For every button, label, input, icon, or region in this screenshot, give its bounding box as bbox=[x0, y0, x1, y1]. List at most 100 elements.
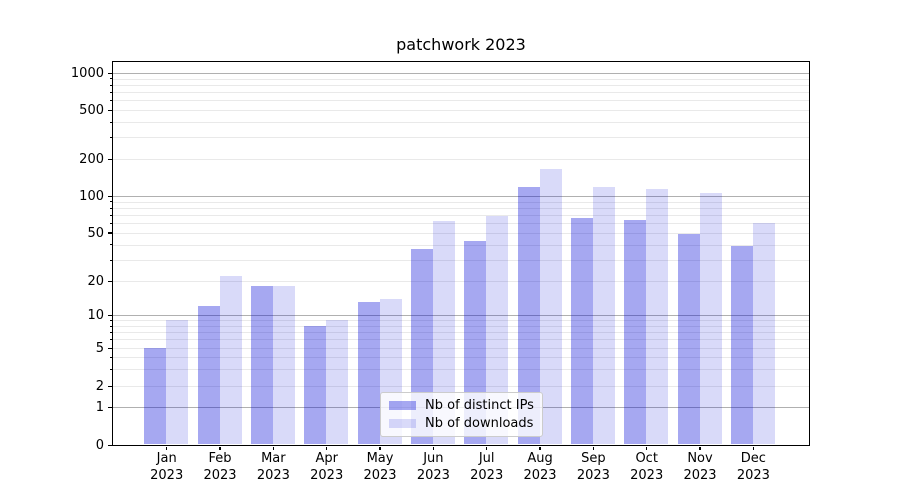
gridline-minor bbox=[113, 207, 809, 209]
bar-apr-downloads bbox=[326, 320, 349, 445]
bar-feb-distinct-ips bbox=[197, 306, 220, 445]
y-tick-label: 20 bbox=[87, 274, 104, 289]
legend-swatch-distinct-ips bbox=[389, 400, 416, 411]
y-tick-label: 5 bbox=[95, 340, 104, 356]
gridline-minor bbox=[113, 223, 809, 225]
chart-title: patchwork 2023 bbox=[396, 35, 526, 54]
legend-swatch-downloads bbox=[389, 418, 416, 429]
bar-apr-distinct-ips bbox=[304, 325, 327, 445]
bar-jan-distinct-ips bbox=[144, 348, 167, 445]
x-tick bbox=[166, 446, 168, 451]
y-tick-label: 1 bbox=[95, 399, 104, 415]
y-tick-label: 200 bbox=[79, 151, 104, 167]
gridline-minor bbox=[113, 369, 809, 371]
y-minor-tick bbox=[109, 91, 112, 93]
gridline-minor bbox=[113, 110, 809, 112]
x-tick bbox=[486, 446, 488, 451]
y-minor-tick bbox=[109, 121, 112, 123]
x-tick-label: Dec 2023 bbox=[721, 451, 785, 484]
x-tick bbox=[539, 446, 541, 451]
gridline-major bbox=[113, 315, 809, 317]
x-tick-label-line: Jul bbox=[478, 451, 495, 466]
x-tick-label-line: 2023 bbox=[630, 467, 664, 483]
bar-mar-distinct-ips bbox=[251, 286, 274, 445]
gridline-minor bbox=[113, 348, 809, 349]
x-tick bbox=[432, 446, 434, 451]
x-tick bbox=[646, 446, 648, 451]
gridline-minor bbox=[113, 201, 809, 203]
legend-label-distinct-ips: Nb of distinct IPs bbox=[425, 397, 534, 413]
y-tick bbox=[108, 406, 112, 408]
x-tick-label-line: 2023 bbox=[256, 467, 290, 483]
x-tick-label: Jun 2023 bbox=[401, 451, 465, 484]
y-tick-label: 1000 bbox=[70, 65, 104, 81]
gridline-minor bbox=[113, 78, 809, 80]
y-minor-tick bbox=[109, 207, 112, 209]
x-tick-label: Oct 2023 bbox=[615, 451, 679, 484]
y-minor-tick bbox=[109, 201, 112, 203]
y-minor-tick bbox=[109, 100, 112, 102]
y-tick-label: 2 bbox=[95, 379, 104, 395]
y-tick bbox=[108, 314, 112, 317]
gridline-minor bbox=[113, 122, 809, 124]
x-tick-label-line: 2023 bbox=[203, 467, 237, 483]
gridline-minor bbox=[113, 100, 809, 102]
legend-item-downloads: Nb of downloads bbox=[389, 415, 542, 431]
y-tick-label: 0 bbox=[95, 438, 104, 453]
y-minor-tick bbox=[109, 325, 112, 327]
x-tick-label-line: 2023 bbox=[736, 467, 770, 483]
x-tick bbox=[752, 446, 754, 451]
bar-jun-downloads bbox=[433, 221, 456, 445]
y-tick-label: 100 bbox=[79, 188, 104, 204]
bar-dec-downloads bbox=[753, 223, 776, 445]
x-tick-label-line: Jun bbox=[423, 451, 444, 466]
gridline-minor bbox=[113, 232, 809, 234]
gridline-minor bbox=[113, 339, 809, 341]
y-minor-tick bbox=[109, 244, 112, 246]
x-tick-label-line: Aug bbox=[527, 451, 553, 466]
gridline-minor bbox=[113, 137, 809, 139]
bar-aug-downloads bbox=[539, 169, 562, 445]
x-tick-label-line: 2023 bbox=[576, 467, 610, 483]
x-tick bbox=[272, 446, 274, 451]
y-minor-tick bbox=[109, 357, 112, 359]
y-minor-tick bbox=[109, 78, 112, 80]
gridline-minor bbox=[113, 159, 809, 160]
x-tick-label: Apr 2023 bbox=[295, 451, 359, 484]
gridline-minor bbox=[113, 325, 809, 327]
y-tick bbox=[108, 444, 112, 447]
y-tick bbox=[108, 232, 112, 234]
x-tick-label: Aug 2023 bbox=[508, 451, 572, 484]
x-tick-label: Sep 2023 bbox=[561, 451, 625, 484]
legend-label-downloads: Nb of downloads bbox=[425, 415, 534, 431]
x-tick bbox=[219, 446, 221, 451]
y-minor-tick bbox=[109, 137, 112, 139]
y-tick-label: 50 bbox=[87, 225, 104, 241]
x-tick-label: May 2023 bbox=[348, 451, 412, 484]
x-tick-label-line: Nov bbox=[687, 451, 713, 466]
y-tick bbox=[108, 280, 112, 283]
y-tick bbox=[108, 347, 112, 349]
x-tick bbox=[379, 446, 381, 451]
y-minor-tick bbox=[109, 319, 112, 321]
legend: Nb of distinct IPs Nb of downloads bbox=[380, 392, 543, 437]
y-minor-tick bbox=[109, 339, 112, 341]
y-minor-tick bbox=[109, 259, 112, 261]
gridline-major bbox=[113, 196, 809, 197]
x-tick-label-line: May bbox=[366, 451, 394, 466]
gridline-minor bbox=[113, 386, 809, 388]
x-tick-label-line: Oct bbox=[635, 451, 658, 466]
x-tick bbox=[699, 446, 701, 451]
x-tick-label-line: Feb bbox=[208, 451, 232, 466]
y-tick bbox=[108, 386, 112, 388]
y-tick bbox=[108, 72, 112, 74]
bar-jan-downloads bbox=[166, 320, 189, 445]
x-tick bbox=[326, 446, 328, 451]
bar-may-distinct-ips bbox=[357, 302, 380, 445]
x-tick-label: Feb 2023 bbox=[188, 451, 252, 484]
x-tick-label-line: 2023 bbox=[416, 467, 450, 483]
bar-sep-downloads bbox=[593, 187, 616, 445]
gridline-minor bbox=[113, 332, 809, 334]
gridline-minor bbox=[113, 259, 809, 261]
